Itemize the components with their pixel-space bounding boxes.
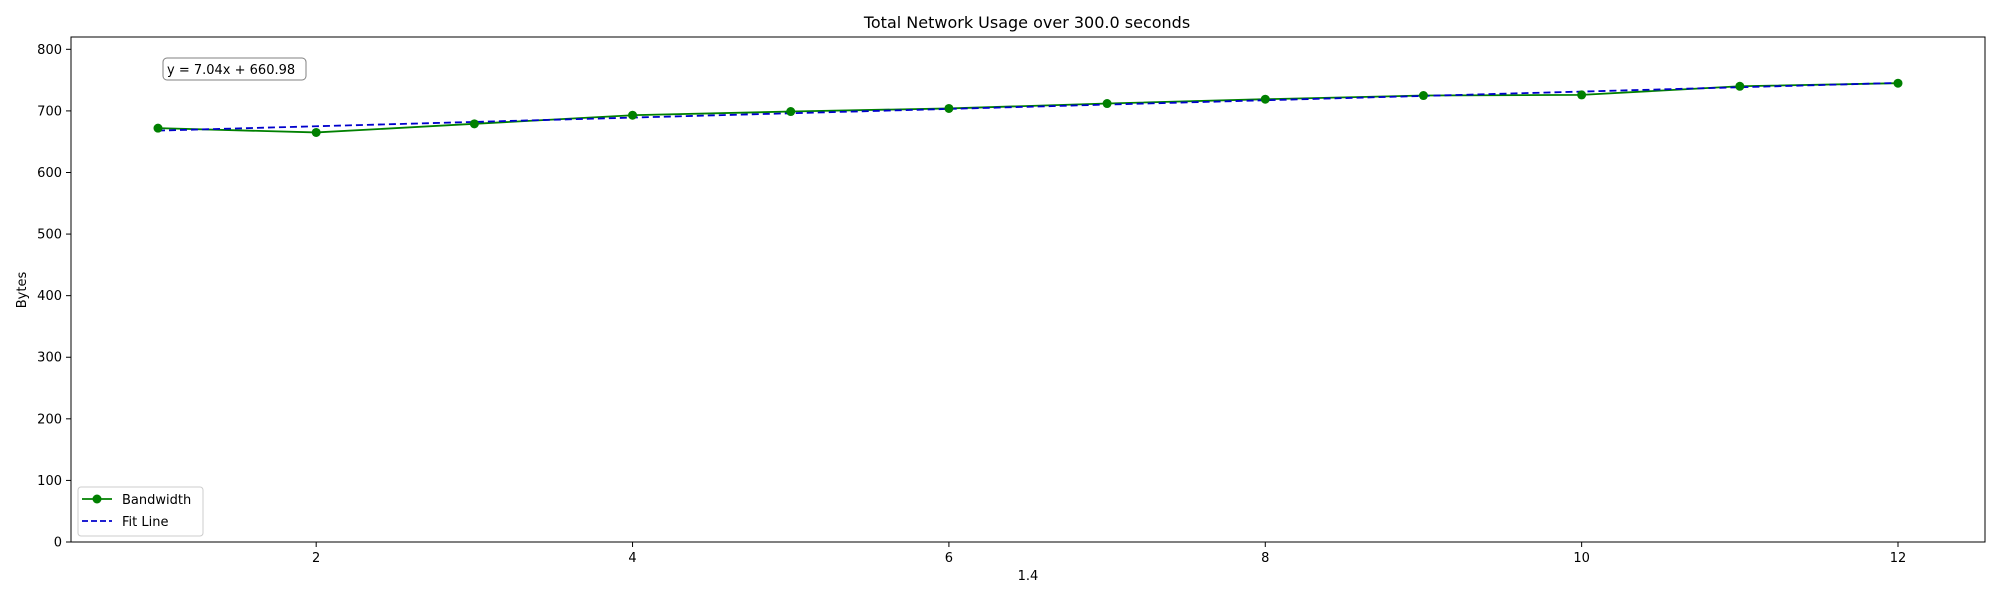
fit-equation-annotation: y = 7.04x + 660.98 (162, 57, 307, 81)
x-tick-label: 10 (1573, 551, 1590, 566)
y-tick-label: 600 (37, 166, 62, 181)
y-tick-label: 0 (54, 536, 62, 551)
bandwidth-point (1893, 78, 1903, 88)
legend-entry-fit-line: Fit Line (82, 515, 168, 530)
legend-fit-line-label: Fit Line (122, 515, 168, 530)
y-tick-label: 300 (37, 351, 62, 366)
axes-frame (70, 36, 1986, 543)
bandwidth-point (944, 103, 954, 113)
bandwidth-point (1418, 91, 1428, 101)
legend-bandwidth-label: Bandwidth (122, 493, 191, 508)
bandwidth-point (786, 107, 796, 117)
y-tick-label: 200 (37, 412, 62, 427)
bandwidth-point (1102, 99, 1112, 109)
y-tick-label: 500 (37, 228, 62, 243)
chart-title: Total Network Usage over 300.0 seconds (863, 13, 1190, 32)
legend-entry-bandwidth: Bandwidth (82, 493, 191, 508)
x-tick-label: 6 (945, 551, 953, 566)
bandwidth-point (1735, 81, 1745, 91)
y-tick-label: 700 (37, 104, 62, 119)
legend: Bandwidth Fit Line (77, 486, 204, 537)
y-axis-ticks: 0 100 200 300 400 500 600 700 800 (37, 43, 71, 551)
y-tick-label: 800 (37, 43, 62, 58)
bandwidth-point (469, 119, 479, 129)
fit-equation-text: y = 7.04x + 660.98 (167, 63, 295, 78)
y-tick-label: 400 (37, 289, 62, 304)
y-axis-label: Bytes (15, 272, 30, 309)
x-tick-label: 2 (312, 551, 320, 566)
fit-series-line (157, 82, 1899, 132)
fit-equation-box (162, 57, 307, 81)
x-tick-label: 12 (1890, 551, 1907, 566)
x-axis-label: 1.4 (1018, 569, 1039, 584)
bandwidth-point (628, 110, 638, 120)
bandwidth-point (1577, 90, 1587, 100)
bandwidth-point (311, 127, 321, 137)
x-tick-label: 4 (628, 551, 636, 566)
series-layer (153, 78, 1903, 137)
legend-bandwidth-marker (92, 494, 102, 504)
y-tick-label: 100 (37, 474, 62, 489)
x-tick-label: 8 (1261, 551, 1269, 566)
bandwidth-point (153, 123, 163, 133)
bandwidth-point (1260, 94, 1270, 104)
plot-area: 2 4 6 8 10 12 0 100 200 300 400 500 600 700 800 (37, 36, 1986, 566)
x-axis-ticks: 2 4 6 8 10 12 (312, 542, 1906, 566)
